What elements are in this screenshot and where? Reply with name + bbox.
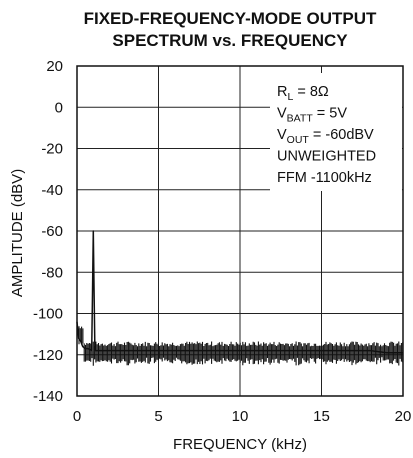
y-axis-label: AMPLITUDE (dBV) [9,169,26,297]
y-tick-label: -100 [33,306,63,323]
y-tick-label: -40 [41,182,63,199]
annotation-background [270,73,402,191]
y-tick-label: -20 [41,141,63,158]
y-tick-label: -80 [41,264,63,281]
y-tick-label: -120 [33,347,63,364]
plot-frame [76,65,404,397]
y-tick-label: -60 [41,223,63,240]
x-tick-label: 10 [232,408,249,425]
x-tick-label: 15 [313,408,330,425]
x-axis-label: FREQUENCY (kHz) [173,436,307,453]
annotation-line: VBATT = 5V [277,106,347,125]
annotation-line: FFM -1100kHz [277,170,372,186]
annotation-block: RL = 8Ω VBATT = 5V VOUT = -60dBV UNWEIGHTED… [270,73,402,191]
y-tick-label: -140 [33,388,63,405]
y-tick-labels: 20 0 -20 -40 -60 -80 -100 -120 -140 [33,58,63,405]
x-tick-label: 0 [73,408,81,425]
x-tick-label: 20 [395,408,412,425]
annotation-line: RL = 8Ω [277,84,329,103]
chart-title-line-2: SPECTRUM vs. FREQUENCY [112,31,348,50]
chart-title-line-1: FIXED-FREQUENCY-MODE OUTPUT [84,9,377,28]
noise-floor-band [78,326,404,366]
y-tick-label: 0 [55,99,63,116]
y-tick-label: 20 [46,58,63,75]
x-tick-label: 5 [154,408,162,425]
annotation-line: VOUT = -60dBV [277,127,374,146]
x-tick-labels: 0 5 10 15 20 [73,408,412,425]
annotation-line: UNWEIGHTED [277,149,376,165]
